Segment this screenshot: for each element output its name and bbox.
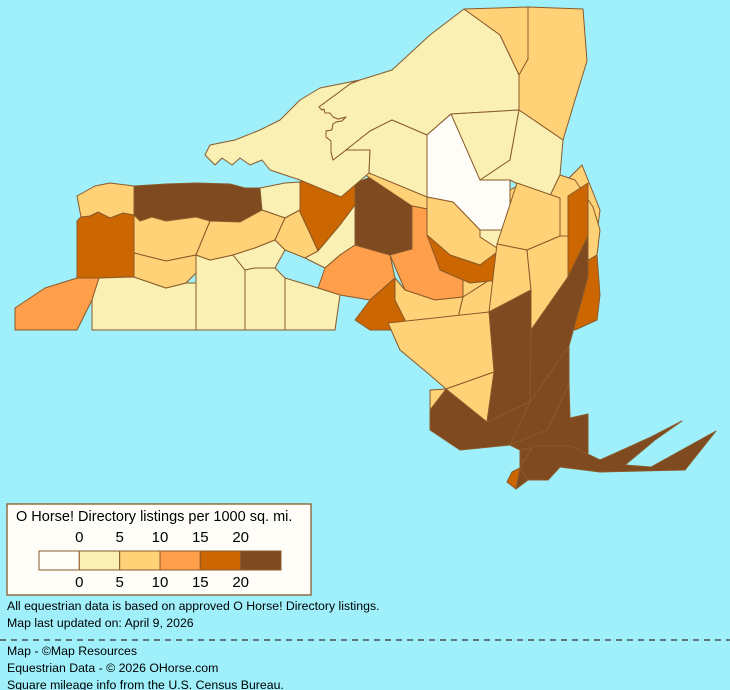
svg-text:20: 20 xyxy=(232,529,249,546)
svg-text:O Horse! Directory listings pe: O Horse! Directory listings per 1000 sq.… xyxy=(16,509,292,525)
svg-text:All equestrian data is based o: All equestrian data is based on approved… xyxy=(7,599,380,613)
svg-text:0: 0 xyxy=(75,529,83,546)
svg-text:Map - ©Map Resources: Map - ©Map Resources xyxy=(7,644,137,658)
svg-text:Map last updated on: April 9,: Map last updated on: April 9, 2026 xyxy=(7,616,194,630)
svg-text:15: 15 xyxy=(192,529,209,546)
svg-text:Equestrian Data - © 2026 OHors: Equestrian Data - © 2026 OHorse.com xyxy=(7,661,218,675)
svg-text:10: 10 xyxy=(152,574,169,591)
svg-text:10: 10 xyxy=(152,529,169,546)
svg-text:0: 0 xyxy=(75,574,83,591)
svg-text:5: 5 xyxy=(116,529,124,546)
svg-text:15: 15 xyxy=(192,574,209,591)
svg-text:Square mileage info from the U: Square mileage info from the U.S. Census… xyxy=(7,678,284,690)
svg-text:20: 20 xyxy=(232,574,249,591)
svg-text:5: 5 xyxy=(116,574,124,591)
